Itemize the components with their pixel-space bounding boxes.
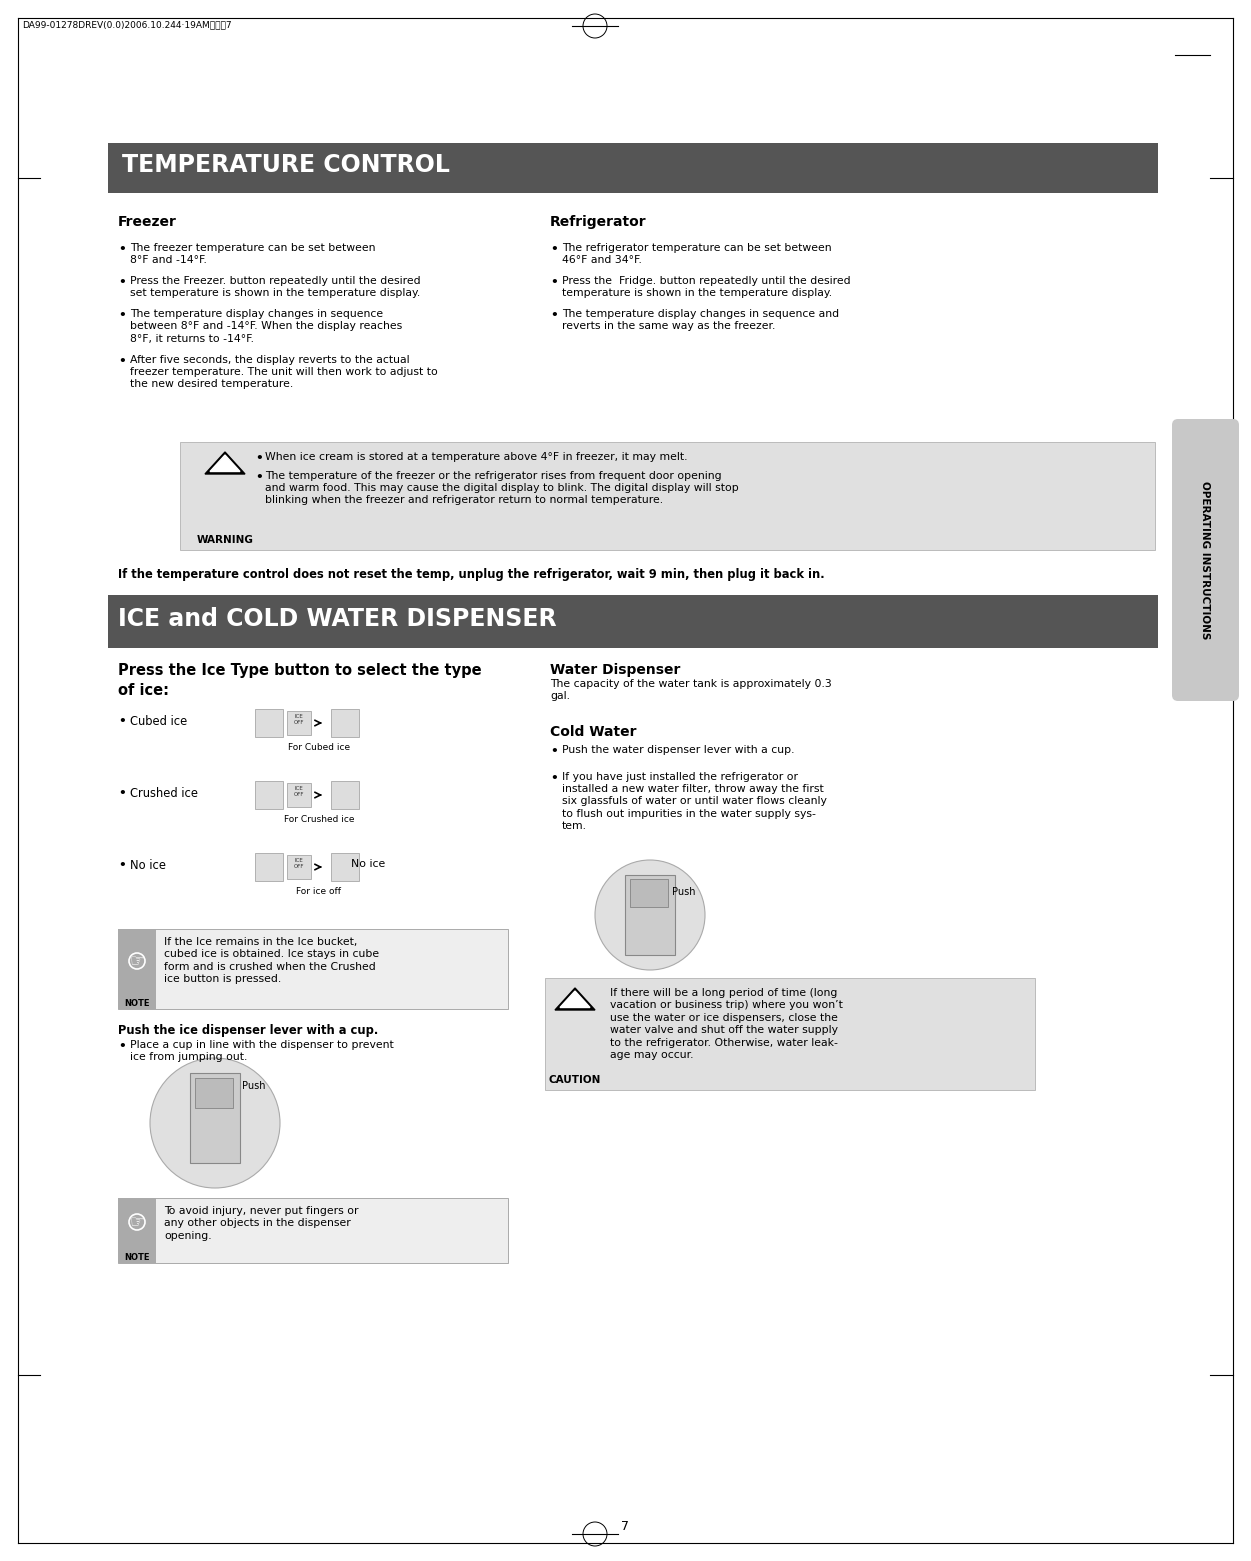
Bar (626, 876, 676, 955)
Text: CAUTION: CAUTION (549, 1076, 602, 1085)
Text: TEMPERATURE CONTROL: TEMPERATURE CONTROL (123, 153, 450, 176)
Text: •: • (550, 771, 558, 785)
Text: Place a cup in line with the dispenser to prevent
ice from jumping out.: Place a cup in line with the dispenser t… (130, 1040, 394, 1063)
Bar (190, 1072, 240, 1163)
Text: •: • (118, 859, 126, 873)
Text: !: ! (221, 457, 228, 471)
Text: Push the water dispenser lever with a cup.: Push the water dispenser lever with a cu… (562, 745, 794, 756)
Text: For Crushed ice: For Crushed ice (284, 815, 354, 824)
Circle shape (595, 860, 706, 969)
Text: The temperature of the freezer or the refrigerator rises from frequent door open: The temperature of the freezer or the re… (265, 470, 739, 506)
Text: •: • (118, 1040, 126, 1054)
Circle shape (129, 1214, 145, 1230)
Text: •: • (118, 354, 126, 367)
Text: Crushed ice: Crushed ice (130, 787, 198, 799)
Bar (195, 1079, 233, 1108)
Bar (255, 780, 283, 809)
Text: For ice off: For ice off (296, 887, 342, 896)
Text: The capacity of the water tank is approximately 0.3
gal.: The capacity of the water tank is approx… (550, 679, 832, 701)
Text: WARNING: WARNING (196, 535, 254, 545)
Text: Freezer: Freezer (118, 215, 176, 229)
Text: •: • (118, 309, 126, 322)
Text: ☞: ☞ (130, 952, 144, 969)
Bar (286, 784, 311, 807)
Text: ICE and COLD WATER DISPENSER: ICE and COLD WATER DISPENSER (118, 607, 557, 631)
Circle shape (129, 954, 145, 969)
Bar (255, 709, 283, 737)
Circle shape (150, 1058, 280, 1188)
Text: Push the ice dispenser lever with a cup.: Push the ice dispenser lever with a cup. (118, 1024, 378, 1037)
Bar (118, 1197, 156, 1263)
Text: ICE
OFF: ICE OFF (294, 787, 304, 798)
Bar (118, 929, 156, 1008)
Text: Push: Push (241, 1082, 265, 1091)
Bar (631, 879, 668, 907)
Bar (118, 1197, 508, 1263)
Text: ICE
OFF: ICE OFF (294, 713, 304, 726)
Polygon shape (555, 988, 595, 1010)
Text: •: • (550, 309, 558, 322)
Text: Press the Ice Type button to select the type: Press the Ice Type button to select the … (118, 663, 482, 677)
Bar (180, 442, 1155, 549)
Text: •: • (118, 787, 126, 799)
Bar (118, 929, 508, 1008)
Text: The temperature display changes in sequence and
reverts in the same way as the f: The temperature display changes in seque… (562, 309, 839, 331)
Text: Refrigerator: Refrigerator (550, 215, 647, 229)
Text: Press the  Fridge. button repeatedly until the desired
temperature is shown in t: Press the Fridge. button repeatedly unti… (562, 276, 851, 298)
FancyBboxPatch shape (1172, 418, 1238, 701)
Text: !: ! (572, 994, 578, 1008)
Text: If the Ice remains in the Ice bucket,
cubed ice is obtained. Ice stays in cube
f: If the Ice remains in the Ice bucket, cu… (164, 937, 379, 983)
Bar (286, 710, 311, 735)
Text: •: • (118, 715, 126, 727)
Text: If there will be a long period of time (long
vacation or business trip) where yo: If there will be a long period of time (… (610, 988, 843, 1060)
Text: Cold Water: Cold Water (550, 724, 637, 738)
Text: For Cubed ice: For Cubed ice (288, 743, 350, 752)
Text: ICE
OFF: ICE OFF (294, 859, 304, 869)
Text: NOTE: NOTE (124, 999, 150, 1008)
Text: The freezer temperature can be set between
8°F and -14°F.: The freezer temperature can be set betwe… (130, 244, 375, 265)
Text: The temperature display changes in sequence
between 8°F and -14°F. When the disp: The temperature display changes in seque… (130, 309, 403, 343)
Text: •: • (550, 745, 558, 759)
Text: Push: Push (672, 887, 696, 898)
Polygon shape (560, 991, 590, 1007)
Text: No ice: No ice (352, 859, 385, 869)
Bar (332, 852, 359, 880)
Text: •: • (255, 453, 263, 465)
Text: OPERATING INSTRUCTIONS: OPERATING INSTRUCTIONS (1200, 481, 1210, 638)
Text: If you have just installed the refrigerator or
installed a new water filter, thr: If you have just installed the refrigera… (562, 771, 827, 830)
Text: DA99-01278DREV(0.0)2006.10.244·19AM페이짇7: DA99-01278DREV(0.0)2006.10.244·19AM페이짇7 (23, 20, 231, 30)
Text: •: • (550, 244, 558, 256)
Text: of ice:: of ice: (118, 684, 169, 698)
Bar (286, 855, 311, 879)
Text: 7: 7 (620, 1520, 629, 1533)
Bar (332, 709, 359, 737)
Text: Press the Freezer. button repeatedly until the desired
set temperature is shown : Press the Freezer. button repeatedly unt… (130, 276, 420, 298)
Bar (545, 979, 1035, 1090)
Bar (108, 595, 1158, 648)
Text: No ice: No ice (130, 859, 166, 873)
Text: •: • (118, 276, 126, 289)
Text: The refrigerator temperature can be set between
46°F and 34°F.: The refrigerator temperature can be set … (562, 244, 832, 265)
Bar (255, 852, 283, 880)
Text: •: • (255, 470, 263, 484)
Text: •: • (118, 244, 126, 256)
Text: To avoid injury, never put fingers or
any other objects in the dispenser
opening: To avoid injury, never put fingers or an… (164, 1207, 359, 1241)
Bar (108, 144, 1158, 194)
Text: When ice cream is stored at a temperature above 4°F in freezer, it may melt.: When ice cream is stored at a temperatur… (265, 453, 688, 462)
Bar (332, 780, 359, 809)
Polygon shape (205, 453, 245, 475)
Text: NOTE: NOTE (124, 1253, 150, 1261)
Text: •: • (550, 276, 558, 289)
Polygon shape (210, 454, 240, 471)
Text: ☞: ☞ (130, 1213, 144, 1232)
Text: Cubed ice: Cubed ice (130, 715, 188, 727)
Text: If the temperature control does not reset the temp, unplug the refrigerator, wai: If the temperature control does not rese… (118, 568, 824, 581)
Text: Water Dispenser: Water Dispenser (550, 663, 681, 677)
Text: After five seconds, the display reverts to the actual
freezer temperature. The u: After five seconds, the display reverts … (130, 354, 438, 389)
